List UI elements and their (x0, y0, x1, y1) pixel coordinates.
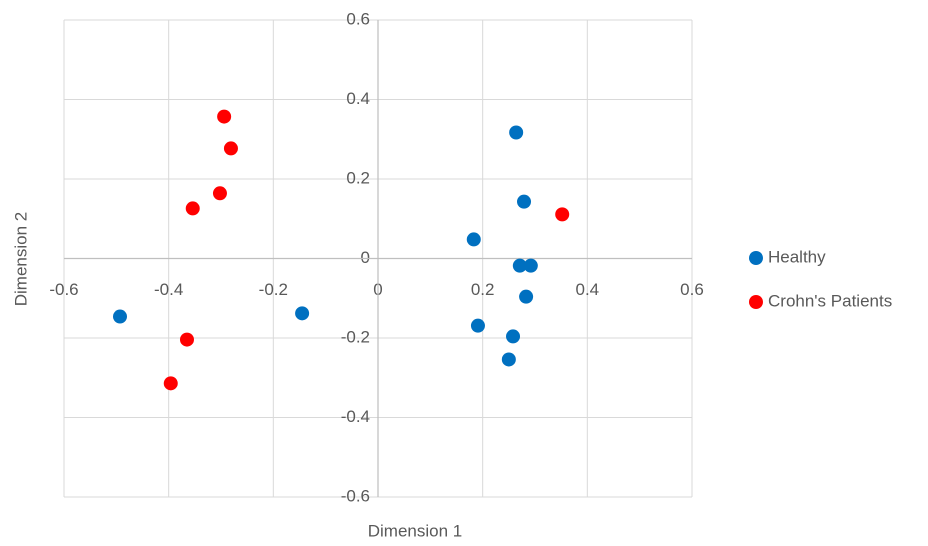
y-tick-label: 0.4 (346, 89, 370, 108)
point (519, 289, 534, 304)
y-tick-label: 0.2 (346, 168, 370, 187)
y-tick-label: 0.6 (346, 9, 370, 28)
y-tick-label: -0.2 (341, 327, 370, 346)
legend-marker (749, 295, 763, 309)
point (212, 186, 227, 201)
point (470, 318, 485, 333)
point (185, 201, 200, 216)
point (501, 352, 516, 367)
legend-marker (749, 251, 763, 265)
x-tick-label: 0.4 (576, 280, 600, 299)
point (163, 376, 178, 391)
point (506, 329, 521, 344)
x-tick-label: -0.4 (154, 280, 183, 299)
x-tick-label: 0.6 (680, 280, 704, 299)
point (523, 258, 538, 273)
y-tick-label: -0.4 (341, 407, 370, 426)
y-tick-label: -0.6 (341, 486, 370, 505)
y-axis-title: Dimension 2 (11, 212, 30, 307)
legend-label: Healthy (768, 247, 826, 266)
point (217, 109, 232, 124)
x-tick-label: -0.6 (49, 280, 78, 299)
legend-label: Crohn's Patients (768, 291, 892, 310)
point (223, 141, 238, 156)
point (179, 332, 194, 347)
point (512, 258, 527, 273)
x-tick-label: -0.2 (259, 280, 288, 299)
y-tick-label: 0 (361, 248, 370, 267)
point (517, 194, 532, 209)
point (555, 207, 570, 222)
x-tick-label: 0.2 (471, 280, 495, 299)
point (509, 125, 524, 140)
point (466, 232, 481, 247)
point (295, 306, 310, 321)
point (112, 309, 127, 324)
x-axis-title: Dimension 1 (368, 521, 463, 540)
